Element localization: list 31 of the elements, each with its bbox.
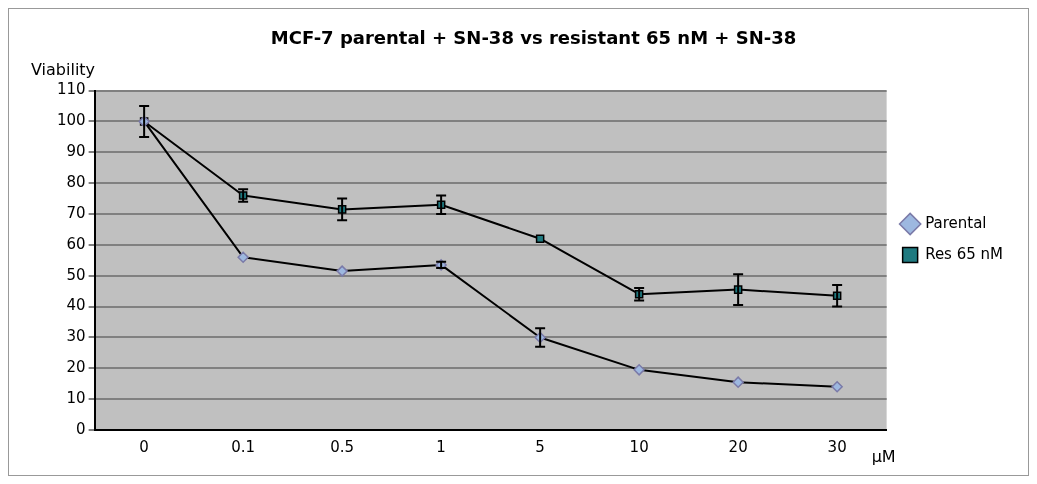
y-tick-label: 90 bbox=[66, 142, 86, 161]
x-tick-label: 30 bbox=[827, 437, 847, 456]
point bbox=[633, 364, 645, 376]
y-tick-label: 20 bbox=[66, 358, 86, 377]
x-axis-title: μM bbox=[871, 447, 896, 467]
x-tick-label: 0.5 bbox=[330, 437, 355, 456]
y-tick-label: 30 bbox=[66, 327, 86, 346]
y-tick-label: 70 bbox=[66, 203, 86, 222]
x-tick-label: 0 bbox=[139, 437, 149, 456]
y-tick-label: 100 bbox=[56, 111, 86, 130]
y-tick-label: 40 bbox=[66, 296, 86, 315]
y-axis-title: Viability bbox=[31, 59, 96, 79]
y-tick-label: 10 bbox=[66, 389, 86, 408]
legend-label: Parental bbox=[925, 213, 987, 232]
y-tick-label: 80 bbox=[66, 173, 86, 192]
x-tick-label: 0.1 bbox=[231, 437, 256, 456]
point bbox=[336, 265, 348, 277]
x-tick-label: 1 bbox=[436, 437, 446, 456]
y-tick-label: 50 bbox=[66, 265, 86, 284]
y-tick-label: 60 bbox=[66, 234, 86, 253]
point bbox=[732, 376, 744, 388]
chart-title: MCF-7 parental + SN-38 vs resistant 65 nM + SN-38 bbox=[270, 27, 797, 49]
point bbox=[831, 381, 843, 393]
legend-label: Res 65 nM bbox=[925, 244, 1004, 263]
x-tick-label: 20 bbox=[728, 437, 748, 456]
point bbox=[237, 251, 249, 263]
x-tick-label: 5 bbox=[535, 437, 545, 456]
y-tick-label: 110 bbox=[56, 80, 86, 99]
x-tick-label: 10 bbox=[629, 437, 649, 456]
y-tick-label: 0 bbox=[76, 419, 86, 438]
point bbox=[535, 234, 545, 243]
